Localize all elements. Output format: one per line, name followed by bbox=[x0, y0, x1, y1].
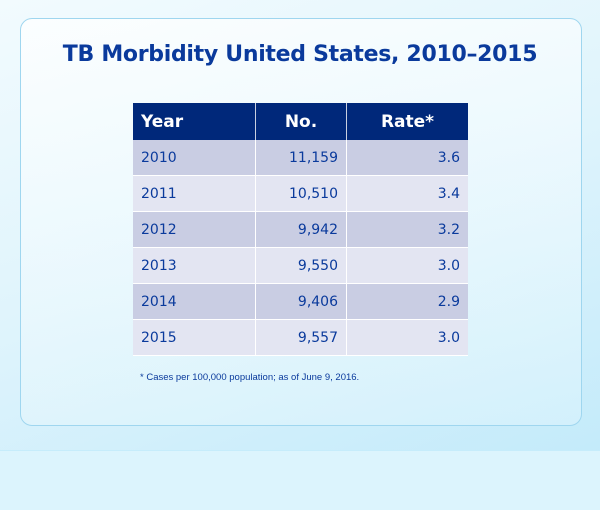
table-cell: 3.0 bbox=[347, 248, 468, 284]
bottom-band bbox=[0, 450, 600, 510]
slide-title: TB Morbidity United States, 2010–2015 bbox=[62, 42, 538, 67]
table-row: 2015 9,557 3.0 bbox=[133, 320, 468, 356]
table-row: 2011 10,510 3.4 bbox=[133, 176, 468, 212]
table-header-row: Year No. Rate* bbox=[133, 103, 468, 140]
table-row: 2013 9,550 3.0 bbox=[133, 248, 468, 284]
table-cell: 2012 bbox=[133, 212, 256, 248]
column-header: Rate* bbox=[380, 111, 435, 132]
table-cell: 3.2 bbox=[347, 212, 468, 248]
table-cell: 2011 bbox=[133, 176, 256, 212]
table-row: 2012 9,942 3.2 bbox=[133, 212, 468, 248]
data-table: Year No. Rate* 2010 11,159 3.6 2011 10,510 3.4 20… bbox=[133, 103, 468, 356]
table-cell: 3.4 bbox=[347, 176, 468, 212]
table-row: 2014 9,406 2.9 bbox=[133, 284, 468, 320]
table-row: 2010 11,159 3.6 bbox=[133, 140, 468, 176]
table-cell: 2010 bbox=[133, 140, 256, 176]
table-cell: 2014 bbox=[133, 284, 256, 320]
table-cell: 9,557 bbox=[256, 320, 347, 356]
column-header: No. bbox=[256, 103, 347, 140]
table-cell: 10,510 bbox=[256, 176, 347, 212]
table-cell: 9,942 bbox=[256, 212, 347, 248]
table-cell: 2013 bbox=[133, 248, 256, 284]
table-cell: 3.0 bbox=[347, 320, 468, 356]
table-cell: 11,159 bbox=[256, 140, 347, 176]
table-cell: 9,406 bbox=[256, 284, 347, 320]
table-cell: 9,550 bbox=[256, 248, 347, 284]
footnote: * Cases per 100,000 population; as of Ju… bbox=[140, 372, 360, 383]
table-cell: 2015 bbox=[133, 320, 256, 356]
column-header: Year bbox=[133, 103, 256, 140]
table-cell: 3.6 bbox=[347, 140, 468, 176]
table-cell: 2.9 bbox=[347, 284, 468, 320]
